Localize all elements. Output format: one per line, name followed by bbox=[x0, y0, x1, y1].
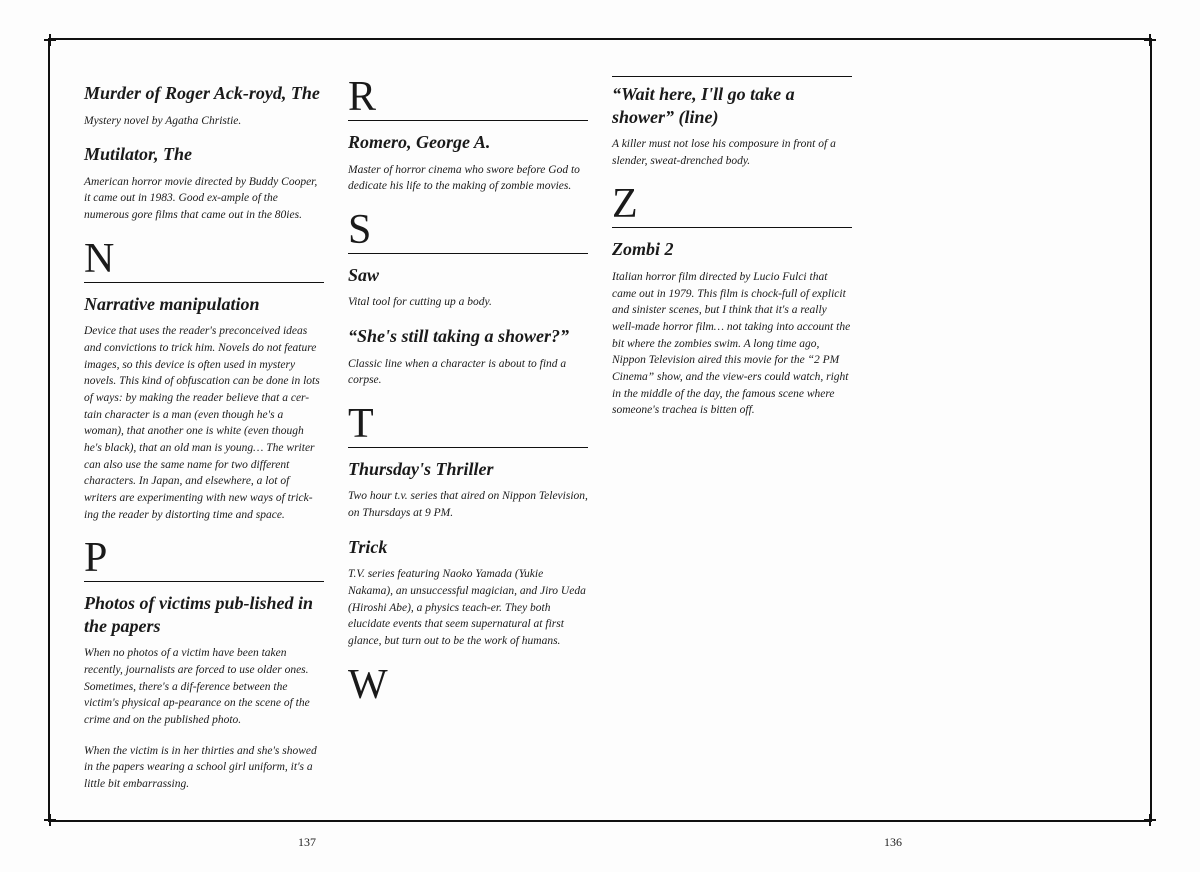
letter-rule bbox=[612, 76, 852, 77]
section-letter-t: T bbox=[348, 403, 588, 448]
entry-title: Zombi 2 bbox=[612, 238, 852, 261]
entry-body: A killer must not lose his composure in … bbox=[612, 136, 852, 169]
entry-body: Mystery novel by Agatha Christie. bbox=[84, 113, 324, 130]
entry-body: Italian horror film directed by Lucio Fu… bbox=[612, 269, 852, 419]
section-letter-z: Z bbox=[612, 183, 852, 228]
letter-rule bbox=[84, 282, 324, 283]
letter-heading: T bbox=[348, 403, 588, 445]
letter-heading: Z bbox=[612, 183, 852, 225]
section-letter-s: S bbox=[348, 209, 588, 254]
page-number-left: 137 bbox=[298, 835, 316, 850]
entry-body: When no photos of a victim have been tak… bbox=[84, 645, 324, 728]
letter-heading: P bbox=[84, 537, 324, 579]
entry-title: Mutilator, The bbox=[84, 143, 324, 166]
corner-ornament bbox=[1144, 34, 1156, 46]
glossary-columns: Murder of Roger Ack-royd, The Mystery no… bbox=[84, 76, 1116, 794]
letter-rule bbox=[348, 447, 588, 448]
section-letter-n: N bbox=[84, 238, 324, 283]
letter-rule bbox=[348, 253, 588, 254]
page-frame: Murder of Roger Ack-royd, The Mystery no… bbox=[48, 38, 1152, 822]
corner-ornament bbox=[1144, 814, 1156, 826]
corner-ornament bbox=[44, 34, 56, 46]
entry-body-continued: When the victim is in her thirties and s… bbox=[84, 743, 324, 793]
letter-heading: N bbox=[84, 238, 324, 280]
entry-title: Thursday's Thriller bbox=[348, 458, 588, 481]
entry-body: Classic line when a character is about t… bbox=[348, 356, 588, 389]
letter-rule bbox=[612, 227, 852, 228]
entry-body: Master of horror cinema who swore before… bbox=[348, 162, 588, 195]
letter-rule bbox=[84, 581, 324, 582]
entry-body: Two hour t.v. series that aired on Nippo… bbox=[348, 488, 588, 521]
letter-heading: R bbox=[348, 76, 588, 118]
section-letter-p: P bbox=[84, 537, 324, 582]
entry-title: Narrative manipulation bbox=[84, 293, 324, 316]
corner-ornament bbox=[44, 814, 56, 826]
entry-title: “She's still taking a shower?” bbox=[348, 325, 588, 348]
entry-body: American horror movie directed by Buddy … bbox=[84, 174, 324, 224]
entry-body: Vital tool for cutting up a body. bbox=[348, 294, 588, 311]
page-number-right: 136 bbox=[884, 835, 902, 850]
entry-body: T.V. series featuring Naoko Yamada (Yuki… bbox=[348, 566, 588, 649]
entry-title: Romero, George A. bbox=[348, 131, 588, 154]
section-letter-r: R bbox=[348, 76, 588, 121]
entry-title: Trick bbox=[348, 536, 588, 559]
entry-title: Saw bbox=[348, 264, 588, 287]
letter-heading: S bbox=[348, 209, 588, 251]
entry-body: Device that uses the reader's preconceiv… bbox=[84, 323, 324, 523]
letter-heading: W bbox=[348, 664, 588, 706]
letter-rule bbox=[348, 120, 588, 121]
entry-title: Photos of victims pub-lished in the pape… bbox=[84, 592, 324, 637]
entry-title: “Wait here, I'll go take a shower” (line… bbox=[612, 83, 852, 128]
entry-title: Murder of Roger Ack-royd, The bbox=[84, 82, 324, 105]
